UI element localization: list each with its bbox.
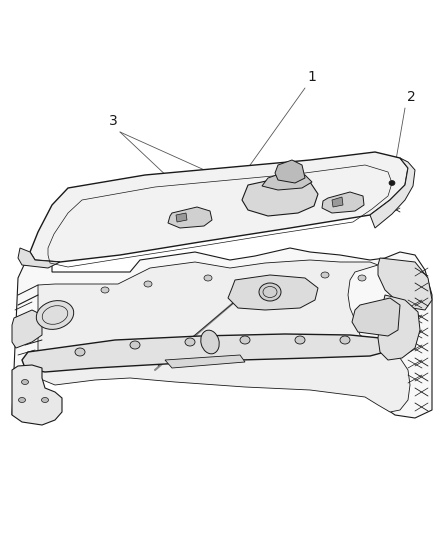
Ellipse shape <box>204 275 212 281</box>
Ellipse shape <box>130 341 140 349</box>
Polygon shape <box>176 213 187 222</box>
Polygon shape <box>262 172 312 190</box>
Polygon shape <box>18 248 60 268</box>
Polygon shape <box>322 192 364 213</box>
Polygon shape <box>378 295 420 360</box>
Ellipse shape <box>340 336 350 344</box>
Text: 1: 1 <box>307 70 316 84</box>
Polygon shape <box>275 160 305 183</box>
Ellipse shape <box>321 272 329 278</box>
Polygon shape <box>242 178 318 216</box>
Ellipse shape <box>144 281 152 287</box>
Polygon shape <box>30 152 408 262</box>
Ellipse shape <box>259 283 281 301</box>
Polygon shape <box>228 275 318 310</box>
Polygon shape <box>352 298 400 336</box>
Text: 2: 2 <box>407 90 416 104</box>
Ellipse shape <box>358 275 366 281</box>
Polygon shape <box>332 197 343 207</box>
Polygon shape <box>12 365 62 425</box>
Polygon shape <box>168 207 212 228</box>
Ellipse shape <box>185 338 195 346</box>
Ellipse shape <box>101 287 109 293</box>
Ellipse shape <box>240 336 250 344</box>
Polygon shape <box>12 248 432 418</box>
Text: 3: 3 <box>109 114 118 128</box>
Ellipse shape <box>18 398 25 402</box>
Ellipse shape <box>389 181 395 185</box>
Polygon shape <box>165 355 245 368</box>
Ellipse shape <box>21 379 28 384</box>
Ellipse shape <box>36 301 74 329</box>
Ellipse shape <box>75 348 85 356</box>
Ellipse shape <box>295 336 305 344</box>
Polygon shape <box>12 310 42 348</box>
Polygon shape <box>38 260 410 412</box>
Polygon shape <box>22 334 390 372</box>
Polygon shape <box>370 158 415 228</box>
Ellipse shape <box>201 330 219 354</box>
Polygon shape <box>378 258 432 310</box>
Ellipse shape <box>42 398 49 402</box>
